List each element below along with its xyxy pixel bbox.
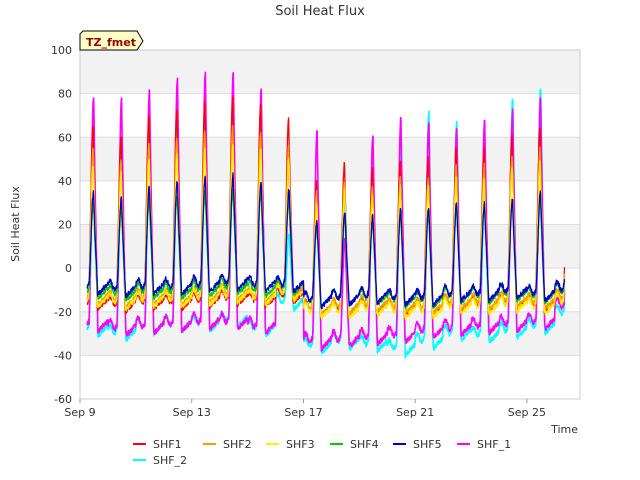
y-tick-label: 60 <box>58 131 72 144</box>
legend-item-shf4: SHF4 <box>330 438 379 451</box>
legend-label: SHF2 <box>223 438 252 451</box>
y-tick-label: 0 <box>65 262 72 275</box>
plot-frame <box>79 49 581 400</box>
legend-item-shf5: SHF5 <box>393 438 442 451</box>
site-label-box: TZ_fmet <box>79 30 144 51</box>
y-tick-label: 80 <box>58 88 72 101</box>
x-tick-label: Sep 13 <box>173 406 211 419</box>
y-tick-label: 20 <box>58 219 72 232</box>
legend-item-shf-1: SHF_1 <box>457 438 511 451</box>
y-axis-ticks: -60 -40 -20 0 20 40 60 80 100 <box>51 44 72 406</box>
x-tick-label: Sep 9 <box>64 406 95 419</box>
legend-label: SHF_2 <box>153 454 187 467</box>
chart-title: Soil Heat Flux <box>275 4 365 19</box>
legend-label: SHF4 <box>350 438 379 451</box>
site-label: TZ_fmet <box>86 36 136 49</box>
series-line-shf-1 <box>86 71 566 352</box>
x-axis-label: Time <box>550 423 578 436</box>
y-tick-label: 40 <box>58 175 72 188</box>
x-tick-label: Sep 25 <box>508 406 546 419</box>
x-tick-label: Sep 21 <box>396 406 434 419</box>
grid-band <box>80 50 580 94</box>
y-tick-label: 100 <box>51 44 72 57</box>
x-tick-label: Sep 17 <box>284 406 322 419</box>
legend-label: SHF5 <box>413 438 442 451</box>
series-line-shf5 <box>86 172 566 310</box>
y-axis-label: Soil Heat Flux <box>9 186 22 262</box>
y-tick-label: -40 <box>54 349 72 362</box>
series-layer <box>86 71 566 359</box>
legend-item-shf-2: SHF_2 <box>133 454 187 467</box>
legend-label: SHF_1 <box>477 438 511 451</box>
series-line-shf3 <box>86 144 566 321</box>
y-tick-label: -60 <box>54 393 72 406</box>
legend-label: SHF1 <box>153 438 182 451</box>
legend-item-shf3: SHF3 <box>266 438 315 451</box>
legend-item-shf2: SHF2 <box>203 438 252 451</box>
grid-band <box>80 224 580 269</box>
x-axis-ticks: Sep 9 Sep 13 Sep 17 Sep 21 Sep 25 <box>64 399 546 419</box>
legend-label: SHF3 <box>286 438 315 451</box>
legend-item-shf1: SHF1 <box>133 438 182 451</box>
y-tick-label: -20 <box>54 306 72 319</box>
grid-band <box>80 137 580 181</box>
legend: SHF1 SHF2 SHF3 SHF4 SHF5 SHF_1 SHF_2 <box>133 438 511 467</box>
